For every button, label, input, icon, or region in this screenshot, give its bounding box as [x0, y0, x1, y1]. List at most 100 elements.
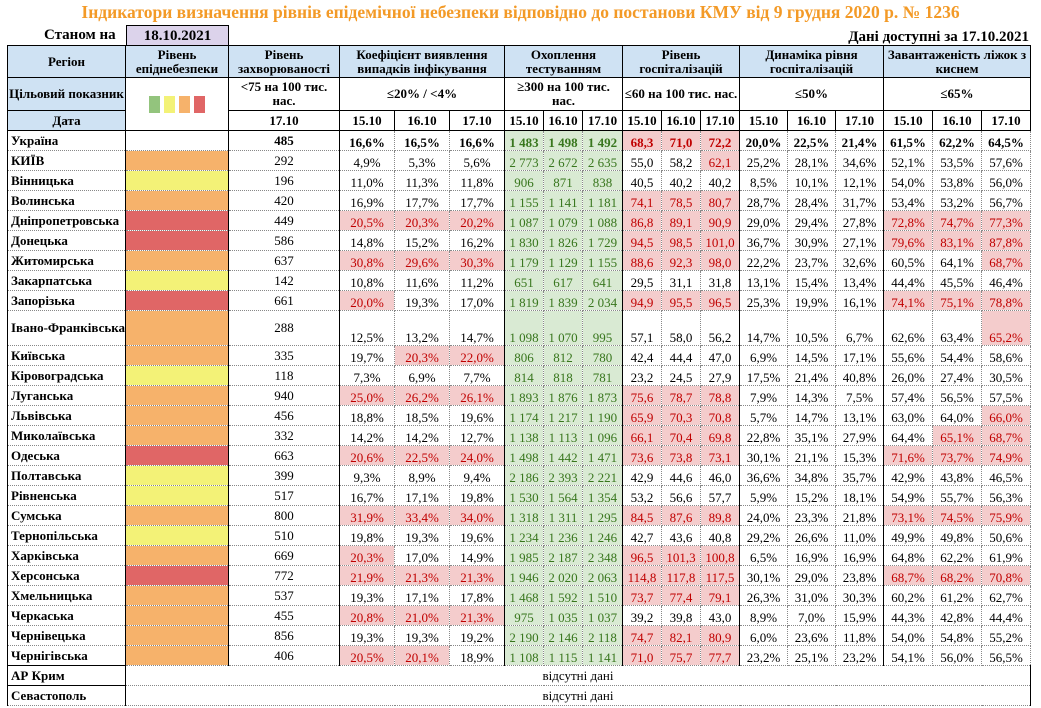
det-cell: 11,2% — [449, 270, 505, 291]
det-cell: 17,0% — [449, 290, 505, 311]
test-cell: 1 037 — [582, 605, 623, 626]
test-cell: 1 318 — [504, 505, 544, 526]
hosp-cell: 40,8 — [700, 525, 740, 546]
dyn-cell: 26,6% — [787, 525, 836, 546]
hosp-cell: 40,2 — [700, 170, 740, 191]
det-cell: 20,5% — [339, 645, 395, 666]
det-cell: 19,8% — [339, 525, 395, 546]
dyn-cell: 25,3% — [739, 290, 788, 311]
dyn-cell: 15,4% — [787, 270, 836, 291]
det-cell: 18,5% — [394, 405, 450, 426]
test-cell: 2 190 — [504, 625, 544, 646]
hosp-cell: 92,3 — [661, 250, 701, 271]
hosp-cell: 73,1 — [700, 445, 740, 466]
test-cell: 1 174 — [504, 405, 544, 426]
beds-cell: 30,5% — [981, 365, 1031, 386]
hosp-cell: 75,7 — [661, 645, 701, 666]
danger-level-cell — [125, 210, 229, 231]
beds-cell: 54,4% — [932, 345, 982, 366]
dyn-cell: 23,2% — [739, 645, 788, 666]
beds-cell: 79,6% — [883, 230, 933, 251]
date-test-2: 17.10 — [582, 110, 623, 131]
date-dyn-2: 17.10 — [835, 110, 884, 131]
incidence-cell: 399 — [228, 465, 340, 486]
hosp-cell: 62,1 — [700, 150, 740, 171]
test-cell: 1 592 — [543, 585, 583, 606]
det-cell: 16,7% — [339, 485, 395, 506]
dyn-cell: 16,9% — [835, 545, 884, 566]
incidence-cell: 669 — [228, 545, 340, 566]
beds-cell: 61,2% — [932, 585, 982, 606]
table-row: Полтавська 399 9,3% 8,9% 9,4% 2 186 2 393 2 221… — [7, 465, 1031, 486]
det-cell: 17,7% — [394, 190, 450, 211]
dyn-cell: 17,5% — [739, 365, 788, 386]
det-cell: 19,8% — [449, 485, 505, 506]
beds-cell: 71,6% — [883, 445, 933, 466]
hosp-cell: 79,1 — [700, 585, 740, 606]
dyn-cell: 30,3% — [835, 585, 884, 606]
incidence-cell: 940 — [228, 385, 340, 406]
test-cell: 1 830 — [504, 230, 544, 251]
danger-level-cell — [125, 585, 229, 606]
det-cell: 8,9% — [394, 465, 450, 486]
dyn-cell: 30,1% — [739, 445, 788, 466]
dyn-cell: 14,7% — [739, 310, 788, 346]
dyn-cell: 11,0% — [835, 525, 884, 546]
table-row: Севастополь відсутні дані — [7, 685, 1031, 706]
det-cell: 12,5% — [339, 310, 395, 346]
danger-level-cell — [125, 445, 229, 466]
target-incidence: <75 на 100 тис. нас. — [228, 77, 340, 111]
test-cell: 1 839 — [543, 290, 583, 311]
test-cell: 2 635 — [582, 150, 623, 171]
dyn-cell: 40,8% — [835, 365, 884, 386]
det-cell: 24,0% — [449, 445, 505, 466]
dyn-cell: 14,7% — [787, 405, 836, 426]
target-hospitalization: ≤60 на 100 тис. нас. — [622, 77, 740, 111]
epidemic-indicators-table: Регіон Рівень епіднебезпеки Рівень захво… — [7, 45, 1031, 706]
incidence-cell: 772 — [228, 565, 340, 586]
incidence-cell: 856 — [228, 625, 340, 646]
danger-level-cell — [125, 485, 229, 506]
det-cell: 31,9% — [339, 505, 395, 526]
hosp-cell: 58,2 — [661, 150, 701, 171]
test-cell: 2 020 — [543, 565, 583, 586]
det-cell: 13,2% — [394, 310, 450, 346]
region-name: Чернівецька — [7, 625, 126, 646]
header-hospitalization: Рівень госпіталізацій — [622, 45, 740, 78]
det-cell: 14,2% — [394, 425, 450, 446]
test-cell: 2 034 — [582, 290, 623, 311]
hosp-cell: 94,9 — [622, 290, 662, 311]
test-cell: 838 — [582, 170, 623, 191]
test-cell: 1 510 — [582, 585, 623, 606]
table-row: Миколаївська 332 14,2% 14,2% 12,7% 1 138 1 113… — [7, 425, 1031, 446]
legend-orange-swatch — [179, 95, 190, 113]
table-row: Рівненська 517 16,7% 17,1% 19,8% 1 530 1 564 1 … — [7, 485, 1031, 506]
beds-cell: 56,5% — [932, 385, 982, 406]
hosp-cell: 73,6 — [622, 445, 662, 466]
det-cell: 26,1% — [449, 385, 505, 406]
beds-cell: 54,1% — [883, 645, 933, 666]
test-cell: 1 070 — [543, 310, 583, 346]
region-name: Кіровоградська — [7, 365, 126, 386]
test-cell: 2 063 — [582, 565, 623, 586]
beds-cell: 53,8% — [932, 170, 982, 191]
det-cell: 17,8% — [449, 585, 505, 606]
test-cell: 806 — [504, 345, 544, 366]
det-cell: 9,4% — [449, 465, 505, 486]
region-name: Тернопільська — [7, 525, 126, 546]
beds-cell: 70,8% — [981, 565, 1031, 586]
region-name: Волинська — [7, 190, 126, 211]
det-cell: 20,2% — [449, 210, 505, 231]
det-cell: 14,2% — [339, 425, 395, 446]
beds-cell: 64,0% — [932, 405, 982, 426]
hosp-cell: 39,2 — [622, 605, 662, 626]
beds-cell: 54,0% — [883, 625, 933, 646]
dyn-cell: 25,2% — [739, 150, 788, 171]
dyn-cell: 16,9% — [787, 545, 836, 566]
hosp-cell: 39,8 — [661, 605, 701, 626]
test-cell: 1 873 — [582, 385, 623, 406]
danger-level-cell — [125, 345, 229, 366]
det-cell: 11,3% — [394, 170, 450, 191]
det-cell: 19,3% — [339, 625, 395, 646]
beds-cell: 57,6% — [981, 150, 1031, 171]
